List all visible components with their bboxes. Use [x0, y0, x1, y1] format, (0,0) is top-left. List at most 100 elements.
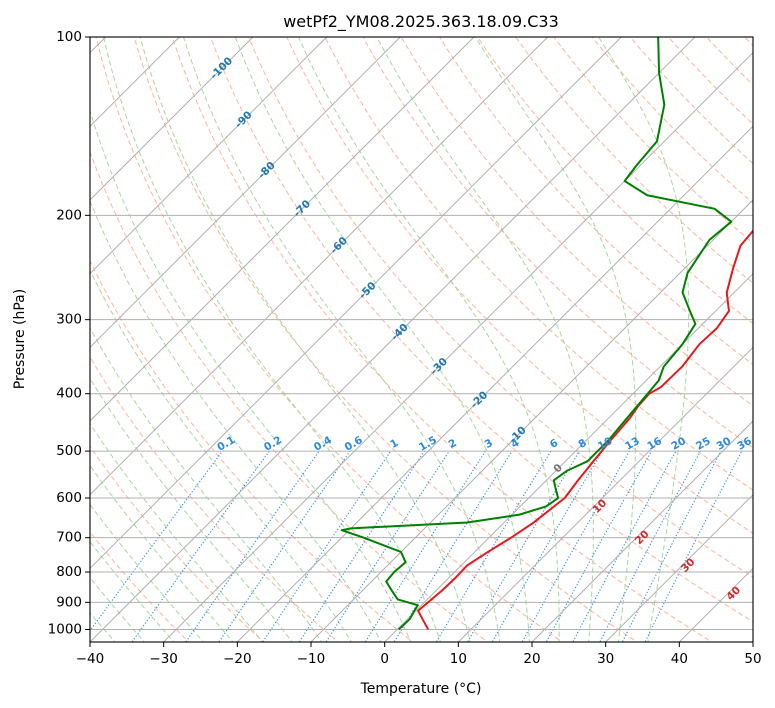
dry-adiabat: [90, 531, 190, 642]
y-tick-label: 500: [56, 443, 82, 459]
mixing-ratio-line: [90, 450, 223, 632]
mixing-ratio-label: 25: [694, 435, 713, 453]
moist-adiabat: [90, 269, 352, 642]
isotherm-line: [531, 420, 753, 642]
mixing-ratio-line: [185, 450, 320, 642]
dry-adiabat: [286, 37, 753, 534]
y-tick-label: 1000: [48, 621, 82, 637]
dry-adiabat: [171, 37, 713, 642]
mixing-ratio-line: [599, 450, 702, 642]
y-tick-label: 900: [56, 594, 82, 610]
dry-adiabat: [248, 37, 753, 578]
isotherm-line: [163, 51, 753, 642]
mixing-ratio-line: [364, 450, 486, 642]
moist-adiabat: [90, 422, 264, 642]
mixing-ratio-line: [545, 450, 653, 642]
dry-adiabat: [770, 24, 775, 645]
x-tick-label: 20: [523, 651, 540, 667]
dry-adiabat: [90, 150, 489, 642]
mixing-ratio-line: [262, 450, 392, 642]
mixing-ratio-label: 6: [548, 437, 560, 451]
y-tick-label: 400: [56, 386, 82, 402]
y-axis-label: Pressure (hPa): [12, 289, 28, 389]
isotherm-line: [384, 272, 753, 642]
x-tick-label: 10: [450, 651, 467, 667]
x-tick-label: 0: [380, 651, 389, 667]
mixing-ratio-label: 20: [669, 435, 688, 453]
dry-adiabat: [90, 445, 265, 642]
mixing-ratio-label: 36: [735, 435, 754, 453]
x-tick-label: 40: [671, 651, 688, 667]
moist-adiabat: [90, 464, 234, 642]
y-tick-label: 200: [56, 207, 82, 223]
x-tick-label: 30: [597, 651, 614, 667]
mixing-ratio-label: 13: [623, 435, 642, 453]
isotherm-line: [90, 37, 549, 496]
temperature-profile-line: [417, 229, 753, 630]
mixing-ratio-label: 3: [483, 437, 495, 451]
dry-adiabat: [133, 37, 638, 642]
dry-adiabat: [629, 37, 753, 165]
isotherm-line: [457, 346, 753, 642]
mixing-ratio-label: 2: [447, 437, 459, 451]
moist-adiabat: [103, 37, 441, 642]
moist-adiabat: [90, 377, 293, 642]
dry-adiabat: [90, 259, 414, 642]
isotherm-line: [90, 37, 622, 570]
dry-adiabat: [591, 37, 753, 204]
x-axis-label: Temperature (°C): [360, 681, 482, 697]
y-tick-label: 300: [56, 312, 82, 328]
isotherm-line: [90, 37, 328, 275]
mixing-ratio-line: [131, 450, 270, 642]
grid-lines: [90, 37, 753, 642]
isotherm-line: [90, 37, 401, 349]
dry-adiabat: [400, 37, 753, 407]
dry-adiabat: [438, 37, 753, 366]
mixing-ratio-label: 1: [388, 437, 400, 451]
x-tick-label: −20: [223, 651, 252, 667]
isotherm-line: [678, 567, 753, 642]
dry-adiabat: [362, 37, 753, 449]
moist-adiabat: [298, 37, 560, 642]
dry-adiabat: [324, 37, 753, 491]
y-tick-label: 100: [56, 29, 82, 45]
profile-lines: [340, 37, 753, 631]
mixing-ratio-label: 30: [715, 435, 734, 453]
mixing-ratio-line: [435, 450, 552, 642]
dry-adiabat-label: 40: [724, 584, 743, 603]
mixing-ratio-line: [621, 450, 722, 642]
plot-frame: [89, 36, 754, 643]
y-tick-label: 700: [56, 530, 82, 546]
mixing-ratio-label: 16: [645, 435, 664, 453]
dry-adiabat: [744, 37, 753, 47]
y-tick-label: 600: [56, 490, 82, 506]
dewpoint-profile-line: [340, 37, 733, 631]
moist-adiabat: [139, 37, 471, 642]
background-lines: [90, 24, 775, 645]
dry-adiabat: [667, 37, 753, 125]
isotherm-line: [310, 199, 753, 642]
x-tick-label: −10: [297, 651, 326, 667]
mixing-ratio-line: [521, 450, 630, 642]
x-tick-label: −40: [76, 651, 105, 667]
mixing-ratio-line: [466, 450, 580, 642]
isotherm-line: [90, 37, 475, 422]
mixing-ratio-line: [325, 450, 450, 642]
x-axis-ticks: −40 −30 −20 −10 0 10 20 30 40 50: [76, 642, 762, 667]
isotherm-line: [90, 37, 254, 201]
isotherm-line: [90, 37, 696, 642]
y-axis-ticks: 100 200 300 400 500 600 700 800 900 1000: [48, 29, 90, 637]
moist-adiabat: [183, 37, 501, 642]
dry-adiabat: [553, 37, 753, 244]
mixing-ratio-line: [218, 450, 351, 642]
y-tick-label: 800: [56, 564, 82, 580]
isotherm-line: [605, 493, 753, 642]
mixing-ratio-line: [572, 450, 677, 642]
chart-title: wetPf2_YM08.2025.363.18.09.C33: [283, 12, 559, 32]
x-tick-label: −30: [149, 651, 178, 667]
isotherm-line: [236, 125, 753, 642]
dry-adiabat: [515, 37, 753, 284]
dry-adiabat: [705, 37, 753, 86]
isotherm-line: [752, 641, 753, 642]
